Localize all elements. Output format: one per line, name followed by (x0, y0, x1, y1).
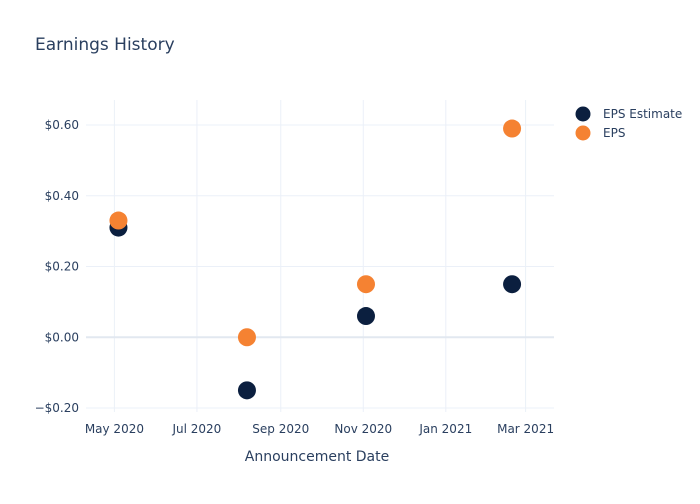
eps-point[interactable] (237, 328, 256, 347)
legend-marker (575, 106, 591, 122)
eps-estimate-point[interactable] (356, 307, 375, 326)
x-tick-label: Jan 2021 (418, 422, 472, 436)
x-tick-label: Mar 2021 (497, 422, 554, 436)
eps-estimate-point[interactable] (503, 275, 522, 294)
y-tick-label: $0.60 (45, 118, 79, 132)
x-tick-label: Sep 2020 (252, 422, 309, 436)
eps-estimate-point[interactable] (237, 381, 256, 400)
axes: May 2020 Jul 2020 Sep 2020 Nov 2020 Jan 2021… (35, 118, 555, 436)
x-tick-label: May 2020 (85, 422, 144, 436)
legend-marker (575, 125, 591, 141)
y-tick-label: $0.20 (45, 260, 79, 274)
y-tick-label: $0.00 (45, 330, 79, 344)
y-tick-label: −$0.20 (35, 401, 79, 415)
legend-item-eps-estimate[interactable]: EPS Estimate (575, 106, 683, 122)
legend[interactable]: EPS Estimate EPS (575, 106, 683, 141)
eps-point[interactable] (503, 119, 522, 138)
eps-point[interactable] (109, 211, 128, 230)
data-points (109, 119, 522, 400)
x-tick-label: Nov 2020 (334, 422, 392, 436)
x-axis-title: Announcement Date (245, 449, 389, 465)
chart-title: Earnings History (35, 35, 175, 55)
y-tick-label: $0.40 (45, 189, 79, 203)
legend-label: EPS Estimate (603, 107, 682, 121)
legend-label: EPS (603, 126, 625, 140)
x-tick-label: Jul 2020 (171, 422, 221, 436)
grid (86, 100, 554, 412)
eps-point[interactable] (356, 275, 375, 294)
legend-item-eps[interactable]: EPS (575, 125, 626, 141)
